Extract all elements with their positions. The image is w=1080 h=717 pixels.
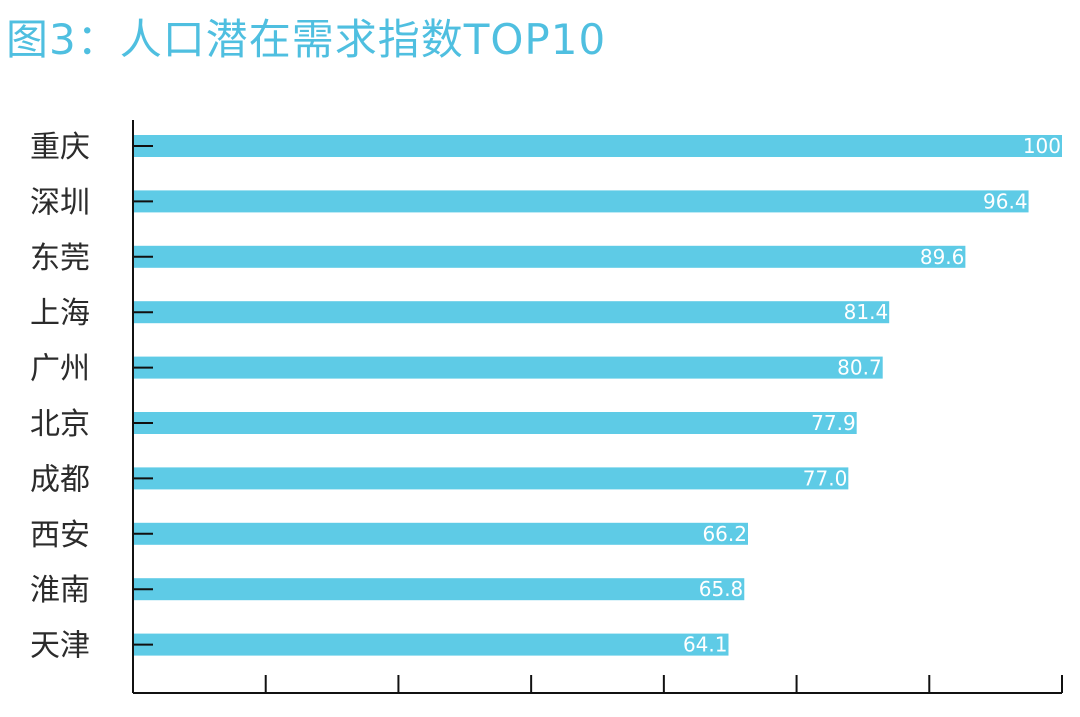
chart-title: 图3：人口潜在需求指数TOP10 xyxy=(6,15,607,64)
bars-layer xyxy=(133,135,1062,656)
category-label: 淮南 xyxy=(30,573,90,608)
category-label: 天津 xyxy=(30,629,90,664)
bar-3 xyxy=(133,301,890,324)
category-label: 东莞 xyxy=(30,241,90,276)
bar-7 xyxy=(133,522,748,545)
bar-1 xyxy=(133,190,1029,213)
axis-layer xyxy=(132,120,1063,694)
bar-6 xyxy=(133,467,849,490)
value-label: 89.6 xyxy=(920,245,965,269)
category-label: 广州 xyxy=(30,352,90,387)
value-label: 80.7 xyxy=(837,356,882,380)
bar-2 xyxy=(133,245,966,268)
category-label: 深圳 xyxy=(30,185,90,220)
value-label: 96.4 xyxy=(983,189,1028,213)
value-label: 65.8 xyxy=(699,577,744,601)
category-label: 西安 xyxy=(30,518,90,553)
category-label: 成都 xyxy=(30,462,90,497)
category-label: 上海 xyxy=(30,296,90,331)
value-label: 64.1 xyxy=(683,633,728,657)
bar-4 xyxy=(133,356,883,379)
bar-5 xyxy=(133,412,857,434)
value-label: 66.2 xyxy=(702,522,747,546)
labels-layer: 重庆 100 深圳 96.4 东莞 89.6 上海 81.4 广州 80.7 北京 77.9 成都 77.… xyxy=(30,130,1061,664)
category-label: 北京 xyxy=(30,407,90,442)
bar-9 xyxy=(133,633,729,656)
bar-8 xyxy=(133,578,745,601)
bar-0 xyxy=(133,135,1062,157)
value-label: 81.4 xyxy=(844,300,889,324)
value-label: 77.9 xyxy=(811,411,856,435)
category-label: 重庆 xyxy=(30,130,90,165)
value-label: 77.0 xyxy=(803,466,848,490)
value-label: 100 xyxy=(1023,134,1061,158)
